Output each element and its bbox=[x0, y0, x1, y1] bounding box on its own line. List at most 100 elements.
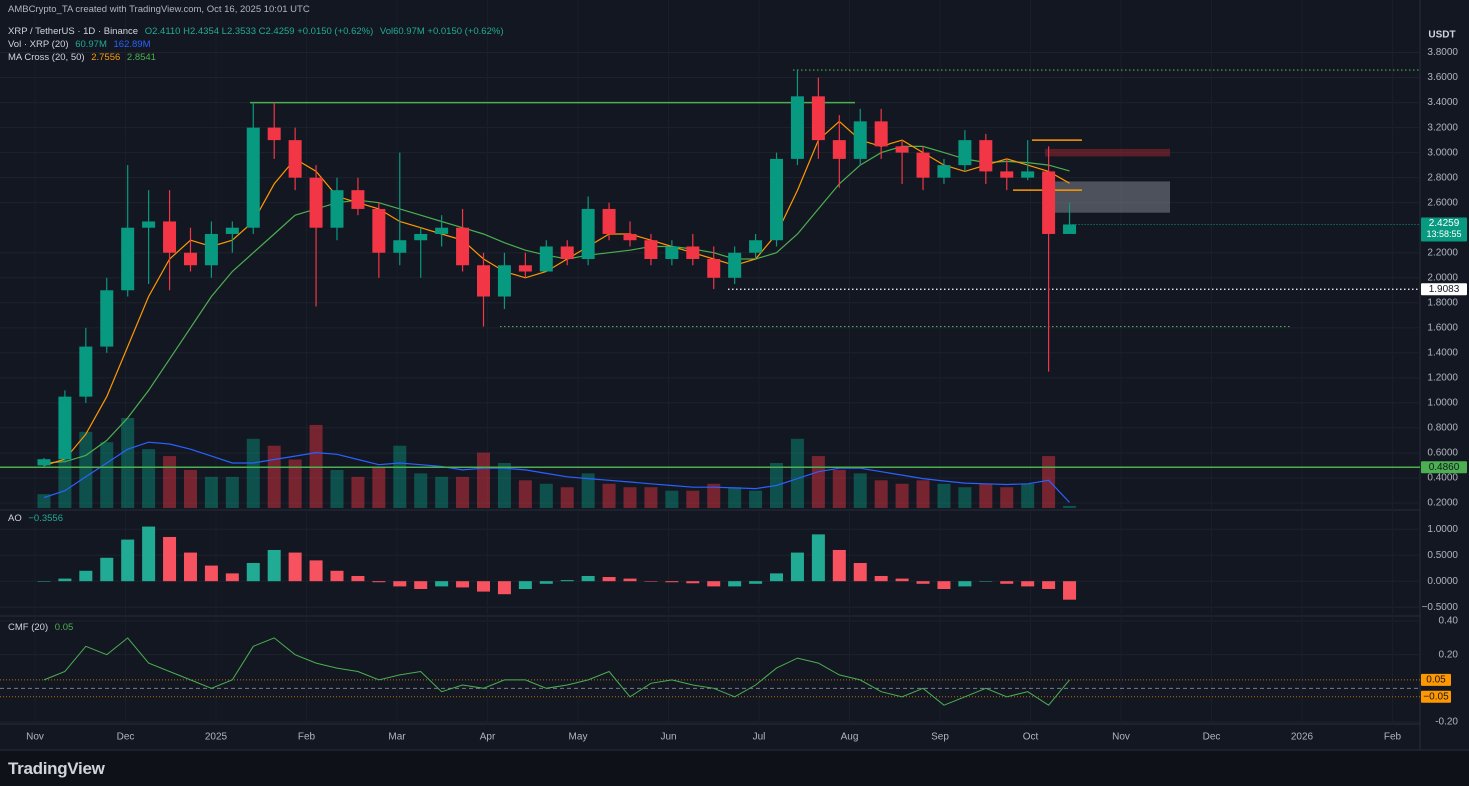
candle-body bbox=[853, 121, 867, 159]
ao-bar bbox=[204, 565, 218, 582]
candle-body bbox=[477, 265, 490, 297]
candle-body bbox=[456, 227, 470, 266]
y-tick-label: 1.4000 bbox=[1427, 347, 1458, 358]
candle-body bbox=[435, 227, 449, 234]
volume-bar bbox=[728, 487, 742, 508]
volume-bar bbox=[958, 487, 972, 508]
ao-bar bbox=[686, 581, 700, 584]
candle-body bbox=[749, 240, 763, 253]
cmf-last: 0.05 bbox=[54, 622, 74, 633]
ao-bar bbox=[330, 570, 344, 582]
y-tick-label: 0.20 bbox=[1439, 649, 1459, 660]
ao-bar bbox=[456, 581, 470, 588]
volume-bar bbox=[832, 469, 846, 508]
y-tick-label: 1.0000 bbox=[1427, 398, 1458, 409]
ao-bar bbox=[414, 581, 428, 589]
volume-bar bbox=[560, 487, 574, 508]
candle-body bbox=[246, 127, 260, 228]
volume-bar bbox=[539, 483, 553, 508]
x-tick-label: Nov bbox=[1112, 732, 1130, 743]
candle-body bbox=[100, 290, 114, 347]
cmf-level-label: −0.05 bbox=[1423, 691, 1449, 702]
cmf-legend: CMF (20) 0.05 bbox=[8, 622, 77, 634]
ao-bar bbox=[644, 581, 658, 582]
volume-bar bbox=[1000, 487, 1014, 508]
ao-title: AO bbox=[8, 513, 22, 524]
x-tick-label: May bbox=[569, 732, 588, 743]
volume-bar bbox=[644, 487, 658, 508]
ao-bar bbox=[1000, 581, 1014, 584]
ao-bar bbox=[895, 578, 909, 582]
ao-bar bbox=[100, 557, 114, 582]
x-tick-label: Dec bbox=[117, 732, 135, 743]
y-tick-label: 0.40 bbox=[1439, 616, 1459, 627]
candle-body bbox=[728, 252, 742, 278]
ao-bar bbox=[832, 549, 846, 582]
y-tick-label: 2.6000 bbox=[1427, 197, 1458, 208]
volume-bar bbox=[1021, 483, 1035, 508]
y-tick-label: 3.2000 bbox=[1427, 122, 1458, 133]
ao-bar bbox=[749, 581, 763, 584]
candle-body bbox=[895, 146, 909, 153]
volume-bar bbox=[330, 469, 344, 508]
volume-bar bbox=[686, 490, 700, 508]
candle-body bbox=[790, 96, 804, 159]
ao-bar bbox=[58, 578, 72, 582]
candle-body bbox=[937, 165, 951, 178]
level-tag-label: 0.4860 bbox=[1429, 462, 1460, 473]
ao-bar bbox=[183, 552, 197, 582]
candle-body bbox=[142, 221, 156, 228]
x-tick-label: Sep bbox=[931, 732, 949, 743]
zone bbox=[1045, 181, 1170, 213]
cmf-level-tag bbox=[1421, 690, 1451, 703]
volume-ma-last: 162.89M bbox=[113, 39, 151, 50]
ao-bar bbox=[1063, 581, 1077, 600]
volume-bar bbox=[288, 459, 302, 508]
volume-bar bbox=[163, 456, 177, 508]
ma-slow-last: 2.8541 bbox=[126, 52, 156, 63]
symbol-legend: XRP / TetherUS · 1D · Binance O2.4110 H2… bbox=[8, 26, 507, 38]
candle-body bbox=[351, 190, 365, 209]
volume-bar bbox=[623, 487, 637, 508]
volume-bar bbox=[204, 476, 218, 508]
y-tick-label: 0.4000 bbox=[1427, 473, 1458, 484]
level-tag bbox=[1421, 283, 1467, 296]
ao-last: −0.3556 bbox=[28, 513, 63, 524]
ao-bar bbox=[665, 581, 679, 583]
last-price-label: 2.4259 bbox=[1429, 218, 1460, 229]
ohlc-values: O2.4110 H2.4354 L2.3533 C2.4259 +0.0150 … bbox=[144, 26, 374, 37]
volume-bar bbox=[435, 476, 449, 508]
volume-bar bbox=[100, 442, 114, 508]
volume-bar bbox=[393, 445, 407, 508]
ao-bar bbox=[916, 581, 930, 584]
x-tick-label: 2025 bbox=[205, 732, 228, 743]
candle-body bbox=[414, 233, 428, 241]
candle-body bbox=[497, 265, 511, 297]
candle-body bbox=[309, 177, 323, 228]
cmf-line bbox=[43, 637, 1070, 706]
volume-bar bbox=[853, 473, 867, 508]
candle-body bbox=[79, 346, 93, 397]
volume-bar bbox=[707, 483, 721, 508]
candle-body bbox=[267, 127, 281, 141]
ma-fast-last: 2.7556 bbox=[91, 52, 121, 63]
candle-body bbox=[393, 240, 407, 253]
candle-body bbox=[811, 96, 825, 141]
x-tick-label: Mar bbox=[388, 732, 406, 743]
currency-label: USDT bbox=[1428, 30, 1455, 41]
volume-bar bbox=[979, 483, 993, 508]
cmf-level-label: 0.05 bbox=[1426, 675, 1446, 686]
ao-bar bbox=[1021, 581, 1035, 587]
candle-body bbox=[916, 152, 930, 178]
cmf-title: CMF (20) bbox=[8, 622, 49, 633]
y-tick-label: 0.0000 bbox=[1427, 576, 1458, 587]
candle-body bbox=[874, 121, 888, 147]
ao-bar bbox=[623, 578, 637, 582]
y-tick-label: 0.8000 bbox=[1427, 423, 1458, 434]
footer-band bbox=[0, 750, 1469, 786]
candle-body bbox=[372, 208, 386, 253]
volume-bar bbox=[518, 480, 532, 508]
volume-bar bbox=[916, 480, 930, 508]
